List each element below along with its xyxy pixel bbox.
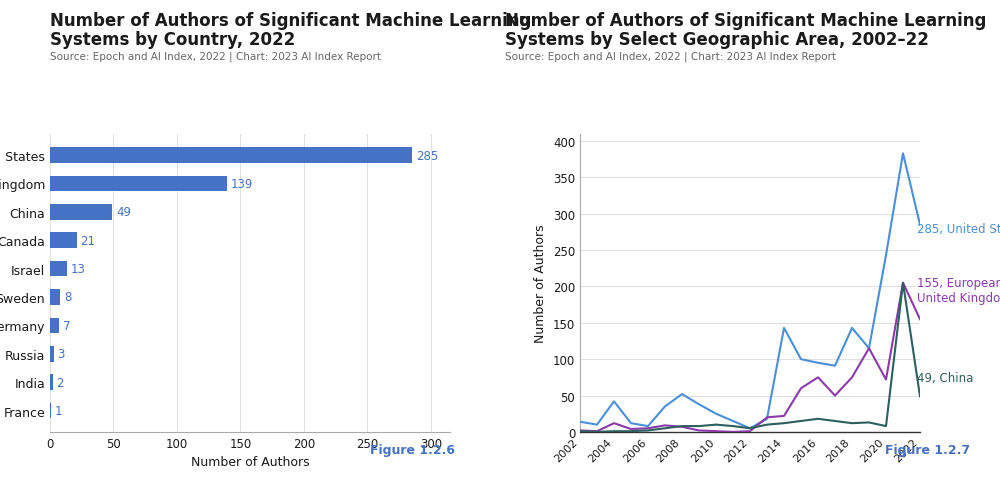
Text: Figure 1.2.7: Figure 1.2.7: [885, 443, 970, 456]
Text: 1: 1: [55, 404, 63, 417]
Text: 8: 8: [64, 291, 71, 304]
Bar: [50, 346, 54, 362]
Bar: [50, 233, 77, 249]
Text: Systems by Select Geographic Area, 2002–22: Systems by Select Geographic Area, 2002–…: [505, 31, 929, 49]
Text: Number of Authors of Significant Machine Learning: Number of Authors of Significant Machine…: [50, 12, 531, 30]
Text: 285, United States: 285, United States: [917, 222, 1000, 235]
Text: 2: 2: [56, 376, 64, 389]
Bar: [50, 403, 51, 419]
Text: Source: Epoch and AI Index, 2022 | Chart: 2023 AI Index Report: Source: Epoch and AI Index, 2022 | Chart…: [50, 51, 381, 62]
Text: Systems by Country, 2022: Systems by Country, 2022: [50, 31, 295, 49]
Bar: [50, 176, 227, 192]
Text: 7: 7: [63, 319, 70, 332]
Text: 3: 3: [58, 348, 65, 360]
Text: 49: 49: [116, 206, 131, 219]
Bar: [50, 374, 53, 390]
Y-axis label: Number of Authors: Number of Authors: [534, 224, 547, 342]
Text: 285: 285: [416, 149, 438, 162]
Bar: [50, 318, 59, 334]
Text: 155, European Union and
United Kingdom: 155, European Union and United Kingdom: [917, 276, 1000, 304]
Text: 21: 21: [80, 234, 95, 247]
Bar: [50, 148, 412, 164]
Text: 13: 13: [70, 263, 85, 276]
Bar: [50, 204, 112, 220]
X-axis label: Number of Authors: Number of Authors: [191, 456, 309, 468]
Bar: [50, 289, 60, 305]
Text: Figure 1.2.6: Figure 1.2.6: [370, 443, 455, 456]
Text: 49, China: 49, China: [917, 371, 973, 384]
Text: Number of Authors of Significant Machine Learning: Number of Authors of Significant Machine…: [505, 12, 986, 30]
Text: Source: Epoch and AI Index, 2022 | Chart: 2023 AI Index Report: Source: Epoch and AI Index, 2022 | Chart…: [505, 51, 836, 62]
Text: 139: 139: [230, 178, 253, 191]
Bar: [50, 261, 67, 277]
